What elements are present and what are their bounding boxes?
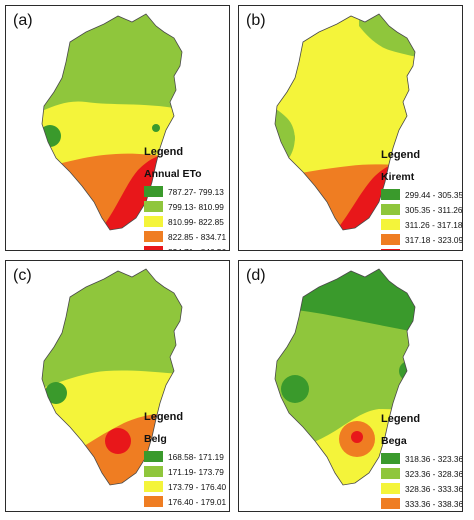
legend-title: Legend — [144, 146, 184, 158]
legend-range-label: 179.01 - 181.62 — [168, 512, 226, 513]
legend-swatch — [381, 189, 400, 200]
legend: Legend Belg 168.58- 171.19 171.19- 173.79… — [144, 411, 226, 513]
legend-swatch — [144, 186, 163, 197]
panel-label: (a) — [13, 12, 33, 29]
legend-range-label: 323.36 - 328.36 — [405, 468, 463, 479]
legend-item: 822.85 - 834.71 — [144, 229, 226, 244]
region-boundary — [274, 13, 416, 231]
legend-item: 168.58- 171.19 — [144, 449, 226, 464]
region-boundary — [274, 268, 416, 486]
legend-swatch — [144, 246, 163, 250]
legend-variable: Bega — [381, 435, 407, 447]
map-panel-d: (d) Legend Bega 318.36 - 323.36 323.36 - … — [238, 260, 463, 512]
legend-variable: Annual ETo — [144, 168, 202, 180]
legend-swatch — [144, 466, 163, 477]
legend-item: 176.40 - 179.01 — [144, 494, 226, 509]
legend: Legend Kiremt 299.44 - 305.35 305.35 - 31… — [381, 149, 463, 251]
legend-range-label: 799.13- 810.99 — [168, 201, 224, 212]
zone-dark-green-east — [399, 361, 415, 381]
legend-swatch — [144, 231, 163, 242]
legend-range-label: 333.36 - 338.36 — [405, 498, 463, 509]
legend-item: 305.35 - 311.26 — [381, 202, 463, 217]
zone-dark-green — [42, 125, 61, 147]
legend-range-label: 810.99- 822.85 — [168, 216, 224, 227]
zone-dark-green-small — [152, 124, 160, 132]
legend-title: Legend — [144, 411, 184, 423]
panel-label: (c) — [13, 267, 32, 284]
zone-red — [351, 431, 363, 443]
legend-item: 834.71 - 846.56 — [144, 244, 226, 251]
legend: Legend Bega 318.36 - 323.36 323.36 - 328.… — [381, 413, 463, 512]
legend-range-label: 318.36 - 323.36 — [405, 453, 463, 464]
panel-label: (d) — [246, 267, 266, 284]
eto-map-belg — [41, 268, 183, 486]
legend-range-label: 305.35 - 311.26 — [405, 204, 463, 215]
legend-swatch — [381, 249, 400, 250]
legend-item: 179.01 - 181.62 — [144, 509, 226, 513]
legend-item: 328.36 - 333.36 — [381, 481, 463, 496]
legend-item: 311.26 - 317.18 — [381, 217, 463, 232]
legend-item: 810.99- 822.85 — [144, 214, 226, 229]
legend-range-label: 168.58- 171.19 — [168, 451, 224, 462]
legend-swatch — [144, 496, 163, 507]
legend-range-label: 173.79 - 176.40 — [168, 481, 227, 492]
zone-orange — [42, 411, 182, 485]
legend-swatch — [144, 201, 163, 212]
map-panel-a: (a) Legend Annual ETo 787.27- 799.13 799.… — [5, 5, 230, 251]
region-boundary — [41, 268, 183, 486]
map-panel-c: (c) Legend Belg 168.58- 171.19 171.19- 17… — [5, 260, 230, 512]
legend-item: 173.79 - 176.40 — [144, 479, 226, 494]
legend-range-label: 787.27- 799.13 — [168, 186, 224, 197]
legend-item: 299.44 - 305.35 — [381, 187, 463, 202]
legend-swatch — [381, 234, 400, 245]
legend-swatch — [381, 219, 400, 230]
eto-map-annual — [41, 13, 183, 231]
legend-range-label: 834.71 - 846.56 — [168, 247, 226, 251]
legend-swatch — [144, 451, 163, 462]
legend-item: 323.36 - 328.36 — [381, 466, 463, 481]
legend-title: Legend — [381, 149, 421, 161]
legend-item: 171.19- 173.79 — [144, 464, 226, 479]
legend-item: 338.36 - 343.36 — [381, 511, 463, 512]
legend-swatch — [144, 216, 163, 227]
legend-range-label: 311.26 - 317.18 — [405, 219, 463, 230]
legend-range-label: 299.44 - 305.35 — [405, 189, 463, 200]
legend-swatch — [381, 483, 400, 494]
legend-range-label: 317.18 - 323.09 — [405, 234, 463, 245]
legend-swatch — [381, 453, 400, 464]
eto-map-bega — [274, 268, 416, 486]
eto-map-kiremt — [274, 13, 416, 231]
zone-dark-green — [45, 382, 67, 404]
legend-variable: Belg — [144, 433, 167, 445]
zone-dark-green-west — [281, 375, 309, 403]
legend-variable: Kiremt — [381, 171, 415, 183]
legend-range-label: 328.36 - 333.36 — [405, 483, 463, 494]
legend-item: 318.36 - 323.36 — [381, 451, 463, 466]
legend-swatch — [381, 204, 400, 215]
legend-swatch — [381, 498, 400, 509]
legend-swatch — [144, 511, 163, 512]
zone-red — [105, 428, 131, 454]
legend-item: 333.36 - 338.36 — [381, 496, 463, 511]
legend-range-label: 822.85 - 834.71 — [168, 231, 227, 242]
legend-swatch — [381, 468, 400, 479]
region-boundary — [41, 13, 183, 231]
legend-swatch — [144, 481, 163, 492]
legend-item: 323.09- 329.00 — [381, 247, 462, 251]
zone-red — [102, 156, 166, 230]
legend-title: Legend — [381, 413, 421, 425]
legend-item: 787.27- 799.13 — [144, 184, 226, 199]
map-panel-b: (b) Legend Kiremt 299.44 - 305.35 305.35 … — [238, 5, 463, 251]
legend-item: 799.13- 810.99 — [144, 199, 226, 214]
legend-range-label: 323.09- 329.00 — [405, 250, 461, 251]
zone-red — [335, 164, 397, 230]
legend-range-label: 171.19- 173.79 — [168, 466, 224, 477]
legend-item: 317.18 - 323.09 — [381, 232, 463, 247]
panel-label: (b) — [246, 12, 266, 29]
legend-range-label: 176.40 - 179.01 — [168, 496, 227, 507]
legend: Legend Annual ETo 787.27- 799.13 799.13- … — [144, 146, 226, 251]
